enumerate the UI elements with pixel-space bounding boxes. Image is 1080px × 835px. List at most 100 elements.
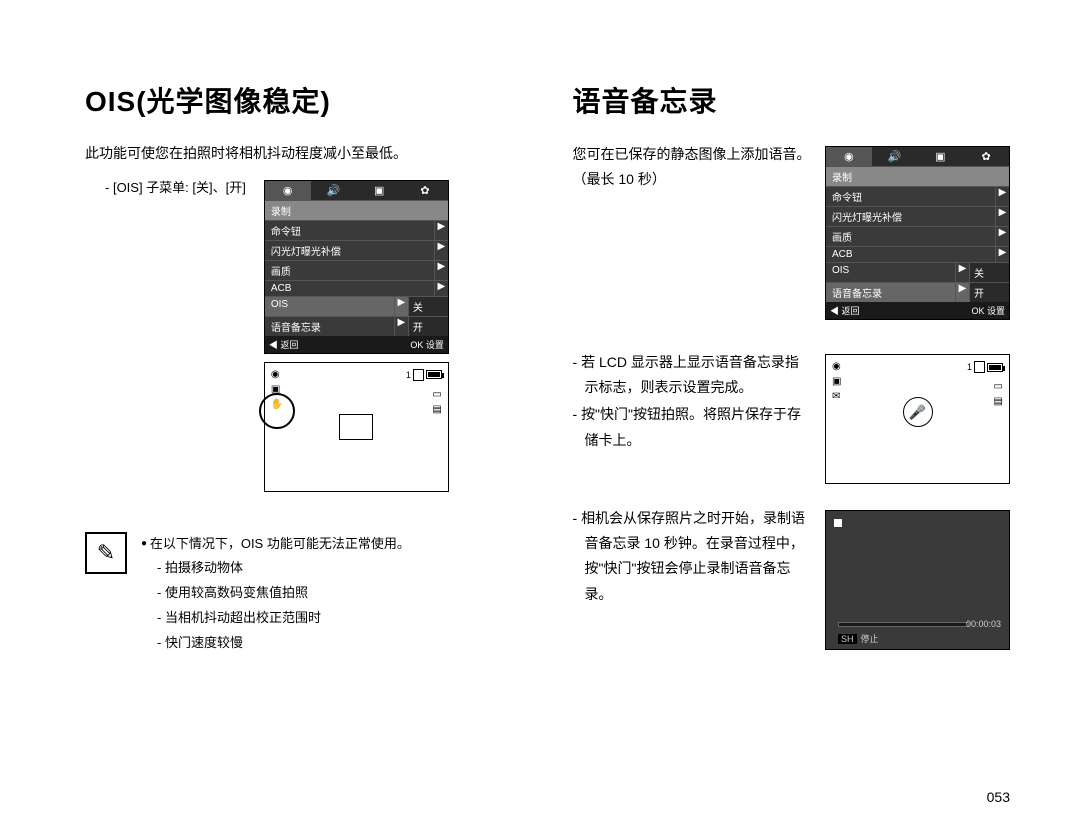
- menu-row: 命令钮▶: [265, 220, 448, 240]
- note-item-1: 拍摄移动物体: [141, 556, 410, 581]
- lcd-left-icons-2: ◉ ▣ ✉: [832, 361, 841, 402]
- stop-label: 停止: [861, 632, 879, 645]
- tab-display-icon: ▣: [356, 181, 402, 200]
- menu-footer-2: ◀ 返回 OK 设置: [826, 302, 1009, 319]
- chevron-right-icon: ▶: [394, 297, 408, 316]
- note-icon: ✎: [85, 532, 127, 574]
- menu-row: 闪光灯曝光补偿▶: [826, 206, 1009, 226]
- menu-footer: ◀ 返回 OK 设置: [265, 336, 448, 353]
- menu-row-label: ACB: [826, 247, 995, 262]
- menu-row-label: 闪光灯曝光补偿: [826, 207, 995, 226]
- menu-row-value: 关: [969, 263, 1009, 282]
- voice-bullet-1: 若 LCD 显示器上显示语音备忘录指示标志，则表示设置完成。: [573, 350, 812, 400]
- voice-title: 语音备忘录: [573, 80, 1011, 120]
- menu-row: ACB▶: [265, 280, 448, 296]
- size-icon: ▭: [994, 381, 1003, 392]
- menu-row: 画质▶: [265, 260, 448, 280]
- note-item-3: 当相机抖动超出校正范围时: [141, 606, 410, 631]
- chevron-right-icon: ▶: [434, 221, 448, 240]
- camera-menu-voice: ◉ 🔊 ▣ ✿ 录制 命令钮▶闪光灯曝光补偿▶画质▶ACB▶OIS▶关语音备忘录…: [825, 146, 1010, 320]
- footer-ok-2: OK 设置: [971, 304, 1005, 317]
- chevron-right-icon: ▶: [394, 317, 408, 336]
- mode-icon: ◉: [832, 361, 841, 372]
- menu-row: 命令钮▶: [826, 186, 1009, 206]
- chevron-right-icon: ▶: [995, 187, 1009, 206]
- footer-back: ◀ 返回: [269, 338, 299, 351]
- note-item-2: 使用较高数码变焦值拍照: [141, 581, 410, 606]
- ois-screenshots: ◉ 🔊 ▣ ✿ 录制 命令钮▶闪光灯曝光补偿▶画质▶ACB▶OIS▶关语音备忘录…: [264, 176, 449, 492]
- lcd-recording: 00:00:03 SH 停止: [825, 510, 1010, 650]
- menu-row: 闪光灯曝光补偿▶: [265, 240, 448, 260]
- footer-ok: OK 设置: [410, 338, 444, 351]
- menu-row-label: OIS: [265, 297, 394, 316]
- menu-row-label: 画质: [265, 261, 434, 280]
- menu-row-label: 命令钮: [826, 187, 995, 206]
- tab-sound-icon: 🔊: [311, 181, 357, 200]
- voice-intro: 您可在已保存的静态图像上添加语音。（最长 10 秒）: [573, 142, 812, 328]
- chevron-right-icon: ▶: [955, 283, 969, 302]
- battery-icon: [426, 370, 442, 379]
- menu-row-label: ACB: [265, 281, 434, 296]
- tab-camera-icon: ◉: [265, 181, 311, 200]
- voice-memo-icon: ✉: [832, 391, 841, 402]
- rec-indicator-icon: [834, 519, 842, 527]
- chevron-right-icon: ▶: [995, 227, 1009, 246]
- tab-camera-icon: ◉: [826, 147, 872, 166]
- right-column: 语音备忘录 您可在已保存的静态图像上添加语音。（最长 10 秒） ◉ 🔊 ▣ ✿…: [573, 80, 1011, 670]
- battery-icon: [987, 363, 1003, 372]
- voice-bullet-3: 相机会从保存照片之时开始，录制语音备忘录 10 秒钟。在录音过程中，按"快门"按…: [573, 506, 812, 607]
- menu-row-label: 画质: [826, 227, 995, 246]
- chevron-right-icon: ▶: [434, 241, 448, 260]
- ois-submenu-text: [OIS] 子菜单: [关]、[开]: [105, 176, 246, 199]
- tab-settings-icon: ✿: [963, 147, 1009, 166]
- sd-icon: [974, 361, 985, 373]
- note-item-4: 快门速度较慢: [141, 631, 410, 656]
- menu-header-2: 录制: [826, 167, 1009, 186]
- tab-display-icon: ▣: [918, 147, 964, 166]
- camera-menu-ois: ◉ 🔊 ▣ ✿ 录制 命令钮▶闪光灯曝光补偿▶画质▶ACB▶OIS▶关语音备忘录…: [264, 180, 449, 354]
- chevron-right-icon: ▶: [995, 207, 1009, 226]
- menu-row: 画质▶: [826, 226, 1009, 246]
- voice-text-block: 若 LCD 显示器上显示语音备忘录指示标志，则表示设置完成。 按"快门"按钮拍照…: [573, 348, 812, 484]
- menu-row-label: 命令钮: [265, 221, 434, 240]
- menu-rows-right: 命令钮▶闪光灯曝光补偿▶画质▶ACB▶OIS▶关语音备忘录▶开: [826, 186, 1009, 302]
- quality-icon: ▤: [432, 404, 441, 415]
- rec-stop-hint: SH 停止: [838, 632, 879, 645]
- lcd-preview-ois: ◉ ▣ ✋ 1 ▭ ▤: [264, 362, 449, 492]
- voice-bullet-2: 按"快门"按钮拍照。将照片保存于存储卡上。: [573, 402, 812, 452]
- menu-row-value: 开: [969, 283, 1009, 302]
- menu-rows-left: 命令钮▶闪光灯曝光补偿▶画质▶ACB▶OIS▶关语音备忘录▶开: [265, 220, 448, 336]
- menu-row-label: OIS: [826, 263, 955, 282]
- sh-badge: SH: [838, 634, 857, 644]
- chevron-right-icon: ▶: [434, 261, 448, 280]
- menu-row: ACB▶: [826, 246, 1009, 262]
- focus-box: [339, 414, 373, 440]
- ois-intro: 此功能可使您在拍照时将相机抖动程度减小至最低。: [85, 142, 523, 166]
- lcd-right-icons: ▭ ▤: [432, 389, 441, 415]
- camera-tabs: ◉ 🔊 ▣ ✿: [265, 181, 448, 201]
- menu-row: 语音备忘录▶开: [826, 282, 1009, 302]
- menu-row: OIS▶关: [826, 262, 1009, 282]
- ois-highlight-circle: [259, 393, 295, 429]
- mic-icon: 🎤: [903, 397, 933, 427]
- note-lead: 在以下情况下，OIS 功能可能无法正常使用。: [141, 532, 410, 557]
- flash-icon: ▣: [832, 376, 841, 387]
- menu-row: OIS▶关: [265, 296, 448, 316]
- menu-row-value: 开: [408, 317, 448, 336]
- rec-progress-bar: [838, 622, 969, 627]
- menu-row-value: 关: [408, 297, 448, 316]
- mode-icon: ◉: [271, 369, 283, 380]
- ois-title: OIS(光学图像稳定): [85, 80, 523, 120]
- menu-row-label: 语音备忘录: [826, 283, 955, 302]
- rec-time: 00:00:03: [966, 619, 1001, 629]
- menu-row: 语音备忘录▶开: [265, 316, 448, 336]
- chevron-right-icon: ▶: [434, 281, 448, 296]
- menu-row-label: 闪光灯曝光补偿: [265, 241, 434, 260]
- lcd-preview-voice: ◉ ▣ ✉ 1 ▭ ▤ 🎤: [825, 354, 1010, 484]
- left-column: OIS(光学图像稳定) 此功能可使您在拍照时将相机抖动程度减小至最低。 [OIS…: [85, 80, 523, 670]
- note-list: 在以下情况下，OIS 功能可能无法正常使用。 拍摄移动物体 使用较高数码变焦值拍…: [141, 532, 410, 655]
- tab-settings-icon: ✿: [402, 181, 448, 200]
- size-icon: ▭: [432, 389, 441, 400]
- quality-icon: ▤: [994, 396, 1003, 407]
- page-number: 053: [987, 789, 1010, 805]
